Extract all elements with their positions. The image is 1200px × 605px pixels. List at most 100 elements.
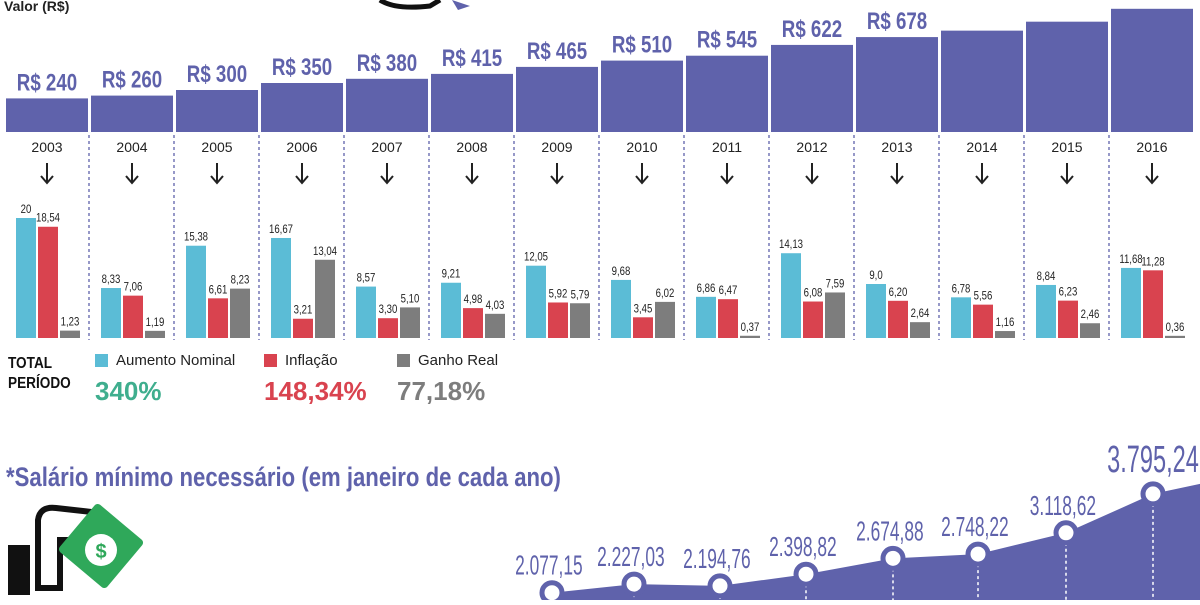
year-label: 2008 <box>456 139 487 155</box>
legend-label: Ganho Real <box>418 352 499 369</box>
pct-value-label: 13,04 <box>313 245 337 258</box>
pct-bar-ganho-real <box>485 313 505 338</box>
necessary-wage-point <box>707 573 733 599</box>
pct-bar-ganho-real <box>60 330 80 338</box>
pct-value-label: 7,06 <box>124 281 143 294</box>
pct-value-label: 6,78 <box>952 282 971 295</box>
down-arrow-icon <box>380 163 394 185</box>
pct-bar-inflação <box>718 299 738 338</box>
down-arrow-icon <box>635 163 649 185</box>
year-label: 2010 <box>626 139 657 155</box>
legend-label: Inflação <box>285 352 338 369</box>
year-label: 2003 <box>31 139 62 155</box>
year-label: 2015 <box>1051 139 1082 155</box>
pct-value-label: 0,36 <box>1166 321 1185 334</box>
wage-value-label: R$ 465 <box>527 38 587 65</box>
pct-bar-inflação <box>973 304 993 338</box>
down-arrow-icon <box>550 163 564 185</box>
necessary-wage-label: 2.227,03 <box>597 541 665 572</box>
total-ganho-real: 77,18% <box>397 376 486 406</box>
total-period-label: TOTAL PERÍODO <box>8 355 71 392</box>
year-label: 2006 <box>286 139 317 155</box>
pct-value-label: 4,03 <box>486 299 505 312</box>
down-arrow-icon <box>805 163 819 185</box>
legend-item-inflacao: Inflação <box>264 352 338 369</box>
pct-value-label: 2,64 <box>911 307 930 320</box>
pct-value-label: 11,68 <box>1119 253 1142 266</box>
pct-value-label: 9,68 <box>612 265 631 278</box>
year-label: 2012 <box>796 139 827 155</box>
pct-value-label: 6,61 <box>209 283 228 296</box>
down-arrow-icon <box>890 163 904 185</box>
pct-value-label: 6,08 <box>804 287 823 300</box>
pct-value-label: 1,19 <box>146 316 165 329</box>
legend-swatch <box>264 354 277 367</box>
pct-value-label: 5,10 <box>401 292 420 305</box>
pct-bar-inflação <box>548 302 568 338</box>
pct-bar-ganho-real <box>740 335 760 338</box>
pct-value-label: 8,23 <box>231 274 250 287</box>
pct-bar-ganho-real <box>145 330 165 338</box>
pct-bar-aumento-nominal <box>186 245 206 338</box>
wage-value-label: R$ 240 <box>17 69 77 96</box>
year-label: 2004 <box>116 139 147 155</box>
pct-bar-inflação <box>803 301 823 338</box>
wage-bar-2009 <box>516 66 598 132</box>
wage-bar-2010 <box>601 60 683 132</box>
necessary-wage-point <box>1053 520 1079 546</box>
pct-value-label: 11,28 <box>1141 255 1164 268</box>
pct-bar-inflação <box>123 295 143 338</box>
year-label: 2016 <box>1136 139 1167 155</box>
money-icon <box>85 534 117 566</box>
pct-value-label: 6,86 <box>697 282 716 295</box>
down-arrow-icon <box>1145 163 1159 185</box>
pct-bar-ganho-real <box>570 303 590 338</box>
wage-value-label: R$ 510 <box>612 31 672 58</box>
necessary-wage-label: 2.748,22 <box>941 511 1009 542</box>
necessary-wage-point <box>793 561 819 587</box>
necessary-wage-point <box>1140 481 1166 507</box>
pct-bar-aumento-nominal <box>101 288 121 338</box>
down-arrow-icon <box>1060 163 1074 185</box>
hand-icon <box>8 545 30 595</box>
pct-bar-inflação <box>1143 270 1163 338</box>
pct-bar-inflação <box>208 298 228 338</box>
pct-value-label: 6,02 <box>656 287 675 300</box>
pct-bar-ganho-real <box>825 292 845 338</box>
pct-value-label: 18,54 <box>36 212 60 225</box>
legend-label: Aumento Nominal <box>116 352 236 369</box>
year-label: 2014 <box>966 139 997 155</box>
pct-bar-aumento-nominal <box>356 286 376 338</box>
pct-value-label: 5,92 <box>549 288 568 301</box>
wage-bar-2004 <box>91 95 173 132</box>
hand-icon <box>378 0 442 10</box>
wage-bar-2011 <box>686 55 768 133</box>
arrow-icon <box>452 0 470 10</box>
pct-value-label: 16,67 <box>269 223 293 236</box>
pct-value-label: 2,46 <box>1081 308 1100 321</box>
wage-bar-2014 <box>941 30 1023 132</box>
year-label: 2013 <box>881 139 912 155</box>
wage-value-label: R$ 622 <box>782 16 842 43</box>
wage-value-label: R$ 678 <box>867 8 927 35</box>
pct-value-label: 9,21 <box>442 268 461 281</box>
year-label: 2007 <box>371 139 402 155</box>
pct-value-label: 8,33 <box>102 273 121 286</box>
pct-bar-aumento-nominal <box>526 265 546 338</box>
wage-value-label: R$ 350 <box>272 54 332 81</box>
necessary-wage-title: *Salário mínimo necessário (em janeiro d… <box>6 462 561 492</box>
necessary-wage-point <box>621 571 647 597</box>
down-arrow-icon <box>295 163 309 185</box>
necessary-wage-label: 2.398,82 <box>769 531 837 562</box>
wage-bar-2008 <box>431 73 513 132</box>
necessary-wage-label: 2.194,76 <box>683 543 751 574</box>
pct-bar-aumento-nominal <box>1036 284 1056 338</box>
wage-value-label: R$ 380 <box>357 50 417 77</box>
y-axis-label: Valor (R$) <box>4 0 70 14</box>
pct-value-label: 8,57 <box>357 272 376 285</box>
pct-value-label: 9,0 <box>869 269 882 282</box>
necessary-wage-point <box>539 580 565 605</box>
pct-value-label: 3,30 <box>379 303 398 316</box>
pct-bar-ganho-real <box>1080 323 1100 338</box>
pct-bar-aumento-nominal <box>16 218 36 338</box>
